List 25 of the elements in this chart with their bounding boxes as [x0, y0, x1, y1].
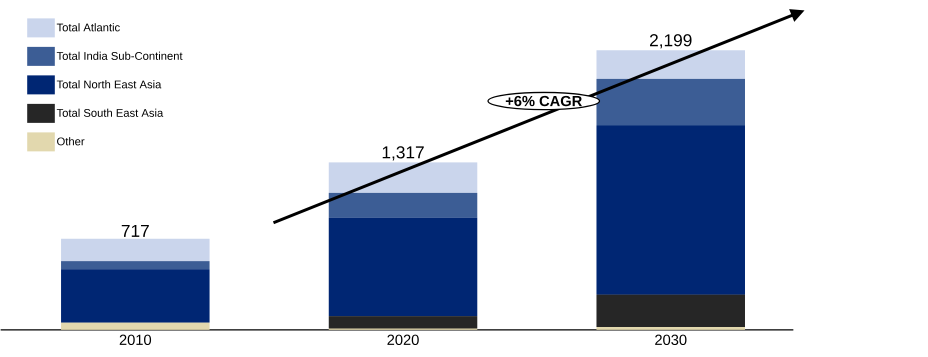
bar: [61, 268, 210, 322]
bar: [596, 326, 745, 330]
bar: [328, 218, 478, 316]
annotation: 717: [122, 224, 149, 237]
x-tick-label: 2020: [387, 334, 419, 345]
bar: [61, 238, 210, 261]
legend-label: Total South East Asia: [56, 108, 164, 117]
legend-label: Total North East Asia: [56, 80, 162, 88]
legend-label: Other: [57, 136, 84, 146]
bar: [61, 322, 210, 330]
bar: [61, 260, 210, 269]
bar: [596, 78, 745, 126]
annotation: 1,317: [382, 146, 424, 160]
annotation: 2,199: [650, 34, 692, 48]
x-tick-label: 2010: [120, 334, 152, 345]
x-tick-label: 2030: [655, 334, 686, 345]
bar: [596, 50, 745, 79]
bar: [328, 192, 478, 218]
bar: [328, 316, 478, 328]
bar: [596, 125, 745, 294]
legend-label: Total Atlantic: [56, 22, 120, 32]
bar: [596, 294, 745, 327]
bar: [328, 162, 478, 193]
legend-label: Total India Sub-Continent: [56, 51, 182, 60]
annotation: +6% CAGR: [506, 96, 582, 106]
